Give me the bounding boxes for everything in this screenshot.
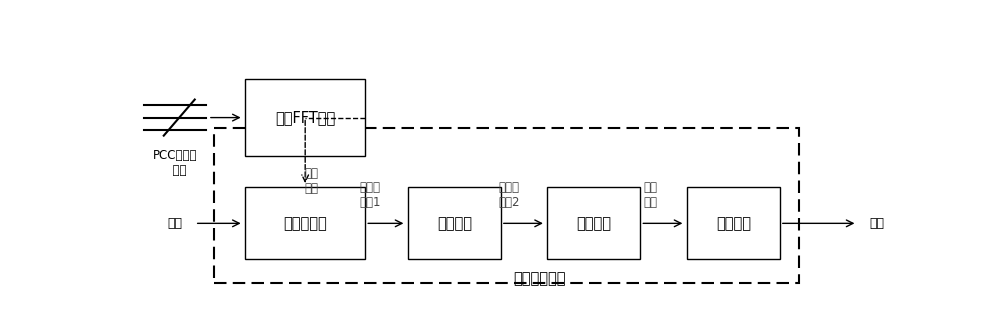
- Text: 实时FFT分析: 实时FFT分析: [275, 110, 335, 125]
- Text: PCC点电气
  分量: PCC点电气 分量: [153, 148, 198, 177]
- Text: 放大系数: 放大系数: [576, 216, 611, 231]
- Bar: [245, 187, 365, 259]
- Text: 输入: 输入: [168, 217, 183, 230]
- Bar: [408, 187, 501, 259]
- Text: 中心
频率: 中心 频率: [305, 167, 319, 195]
- Text: 带通滤波器: 带通滤波器: [283, 216, 327, 231]
- Text: 附加控制回路: 附加控制回路: [513, 272, 566, 286]
- Text: 次同步
分量2: 次同步 分量2: [499, 181, 520, 209]
- Text: 限幅环节: 限幅环节: [716, 216, 751, 231]
- Bar: [214, 128, 799, 283]
- Text: 阻尼
信号: 阻尼 信号: [643, 181, 657, 209]
- Text: 输出: 输出: [869, 217, 884, 230]
- Bar: [245, 79, 365, 156]
- Bar: [547, 187, 640, 259]
- Text: 次同步
分量1: 次同步 分量1: [359, 181, 381, 209]
- Text: 相位补偿: 相位补偿: [437, 216, 472, 231]
- Bar: [687, 187, 780, 259]
